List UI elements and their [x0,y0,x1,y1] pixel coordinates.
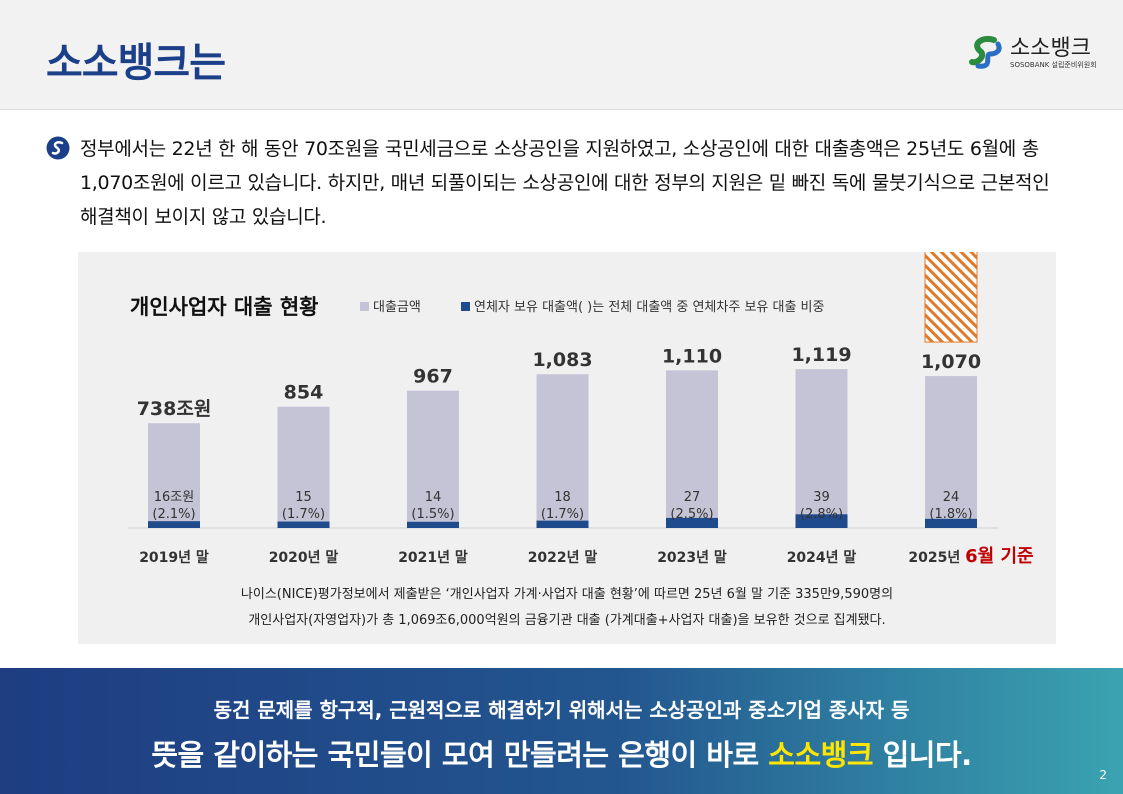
data-label-share: (2.1%) [152,507,195,522]
chart-note-line2: 개인사업자(자영업자)가 총 1,069조6,000억원의 금융기관 대출 (가… [248,613,885,628]
data-label-overdue: 39 [813,490,830,505]
bar-overdue [795,514,848,528]
x-tick-label: 2023년 말 [657,550,727,566]
data-label-share: (1.7%) [541,507,584,522]
bar-loan [925,376,977,528]
bar-overdue [925,518,977,528]
data-label-overdue: 14 [425,490,442,505]
bar-loan [277,406,330,528]
loan-chart: 개인사업자 대출 현황 대출금액 연체자 보유 대출액( )는 전체 대출액 중 연… [128,252,1034,628]
data-label-share: (1.7%) [282,507,325,522]
logo-subtitle: SOSOBANK 설립준비위원회 [1010,61,1097,69]
banner-line2-pre: 뜻을 같이하는 국민들이 모여 만들려는 은행이 바로 [151,738,769,772]
intro-text: 정부에서는 22년 한 해 동안 70조원을 국민세금으로 소상공인을 지원하였… [80,138,1050,228]
data-label-overdue: 18 [554,490,571,505]
bar-overdue [277,521,330,528]
legend-swatch-overdue [461,302,470,311]
bottom-banner: 동건 문제를 항구적, 근원적으로 해결하기 위해서는 소상공인과 중소기업 종… [0,668,1123,794]
chart-title: 개인사업자 대출 현황 [130,295,319,319]
x-tick-label: 2024년 말 [787,550,857,566]
header: 소소뱅크는 소소뱅크 SOSOBANK 설립준비위원회 [0,0,1123,110]
bar-loan [536,374,589,528]
x-tick-label-last: 2025년 6월 기준 [908,546,1033,567]
bar-overdue [148,521,200,528]
legend-swatch-loan [360,302,369,311]
data-label-loan: 1,070 [921,351,981,373]
chart-note-line1: 나이스(NICE)평가정보에서 제출받은 ‘개인사업자 가계·사업자 대출 현황… [241,587,893,602]
data-label-loan: 1,110 [662,345,722,367]
x-tick-label: 2021년 말 [398,550,468,566]
data-label-overdue: 16조원 [154,490,194,505]
sosobank-logo: 소소뱅크 SOSOBANK 설립준비위원회 [968,30,1108,74]
banner-highlight: 소소뱅크 [768,738,874,772]
page-title: 소소뱅크는 [46,40,226,86]
data-label-loan: 1,083 [532,349,592,371]
bar-overdue [407,521,459,528]
x-tick-label: 2020년 말 [269,550,339,566]
legend-label-overdue: 연체자 보유 대출액( )는 전체 대출액 중 연체차주 보유 대출 비중 [474,300,825,315]
data-label-loan: 967 [413,366,453,388]
bar-loan [666,370,718,528]
bar-overdue [666,517,718,528]
data-label-share: (1.8%) [929,507,972,522]
x-tick-label: 2019년 말 [139,550,209,566]
banner-line1: 동건 문제를 항구적, 근원적으로 해결하기 위해서는 소상공인과 중소기업 종… [213,698,910,722]
data-label-share: (2.8%) [800,507,843,522]
bar-loan [407,390,459,528]
bar-forecast [924,252,978,343]
page-number: 2 [1099,768,1107,782]
chart-panel: 개인사업자 대출 현황 대출금액 연체자 보유 대출액( )는 전체 대출액 중 연… [78,252,1056,644]
data-label-overdue: 15 [295,490,312,505]
bullet-logo-icon [46,136,70,160]
bar-loan [148,423,200,528]
data-label-loan: 854 [284,382,324,404]
data-label-loan: 1,119 [791,344,851,366]
intro-section: 정부에서는 22년 한 해 동안 70조원을 국민세금으로 소상공인을 지원하였… [46,132,1056,234]
data-label-share: (1.5%) [411,507,454,522]
data-label-loan: 738조원 [137,398,212,420]
banner-line2-post: 입니다. [873,738,973,772]
logo-s-icon [969,36,1002,69]
legend-label-loan: 대출금액 [373,300,421,315]
data-label-overdue: 24 [943,490,960,505]
banner-line2: 뜻을 같이하는 국민들이 모여 만들려는 은행이 바로 소소뱅크 입니다. [0,732,1123,774]
data-label-share: (2.5%) [670,507,713,522]
logo-name: 소소뱅크 [1010,36,1091,61]
bar-overdue [536,520,589,528]
bar-loan [795,369,848,528]
x-tick-label: 2022년 말 [528,550,598,566]
data-label-overdue: 27 [684,490,701,505]
